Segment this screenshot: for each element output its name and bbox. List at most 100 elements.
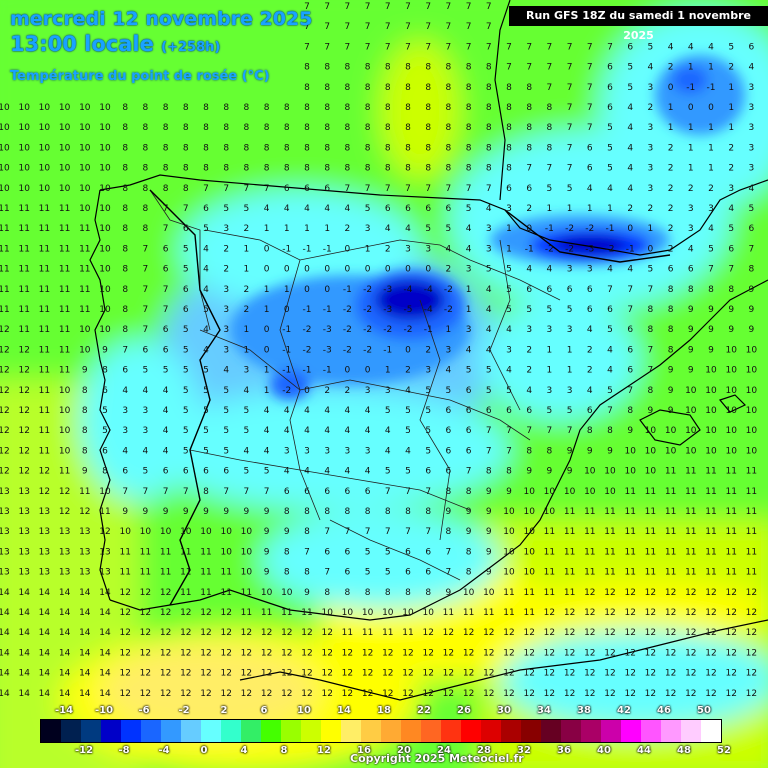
svg-text:13: 13 [59,568,70,578]
svg-text:4: 4 [506,325,512,335]
svg-text:8: 8 [324,123,330,133]
svg-text:12: 12 [443,689,454,699]
svg-text:4: 4 [627,103,633,113]
svg-text:10: 10 [0,143,10,153]
svg-text:10: 10 [544,507,556,517]
svg-text:0: 0 [385,265,391,275]
svg-text:12: 12 [301,648,312,658]
svg-text:7: 7 [446,568,452,578]
svg-text:7: 7 [486,42,492,52]
svg-text:4: 4 [324,426,330,436]
svg-text:10: 10 [99,224,111,234]
svg-text:4: 4 [506,366,512,376]
svg-text:0: 0 [264,345,270,355]
legend-label-bottom: 40 [597,745,611,756]
forecast-time-value: 13:00 locale [10,32,154,56]
svg-text:5: 5 [607,325,613,335]
svg-text:9: 9 [143,507,149,517]
svg-text:-2: -2 [343,305,352,315]
svg-text:7: 7 [405,184,411,194]
svg-text:10: 10 [503,507,515,517]
svg-text:4: 4 [405,386,411,396]
svg-text:2: 2 [526,204,532,214]
svg-text:11: 11 [220,588,231,598]
svg-text:12: 12 [18,386,29,396]
svg-text:7: 7 [466,42,472,52]
svg-text:4: 4 [385,224,391,234]
svg-text:5: 5 [203,446,209,456]
svg-text:0: 0 [304,285,310,295]
svg-text:11: 11 [0,305,10,315]
svg-text:12: 12 [725,689,736,699]
svg-text:2: 2 [708,184,714,194]
svg-text:4: 4 [365,406,371,416]
svg-text:5: 5 [223,406,229,416]
svg-text:5: 5 [405,406,411,416]
svg-text:11: 11 [59,265,70,275]
svg-text:9: 9 [506,487,512,497]
svg-text:5: 5 [466,366,472,376]
svg-text:-1: -1 [606,224,615,234]
svg-text:12: 12 [685,669,696,679]
svg-text:7: 7 [547,63,553,73]
svg-text:12: 12 [422,669,433,679]
svg-text:10: 10 [59,426,71,436]
svg-text:11: 11 [200,588,211,598]
svg-text:7: 7 [587,42,593,52]
legend-label-top: 6 [260,705,268,716]
svg-text:10: 10 [746,345,758,355]
svg-text:11: 11 [665,527,676,537]
svg-text:7: 7 [648,285,654,295]
svg-text:7: 7 [627,305,633,315]
legend-bar [40,719,722,743]
svg-text:7: 7 [163,305,169,315]
svg-text:13: 13 [18,487,29,497]
svg-text:10: 10 [382,608,394,618]
svg-text:8: 8 [486,123,492,133]
svg-text:12: 12 [382,669,393,679]
legend-swatch [341,720,361,742]
svg-text:9: 9 [264,527,270,537]
svg-text:10: 10 [59,406,71,416]
svg-text:6: 6 [203,467,209,477]
svg-text:1: 1 [284,285,290,295]
svg-text:1: 1 [547,366,553,376]
svg-text:3: 3 [708,204,714,214]
svg-text:6: 6 [607,83,613,93]
svg-text:7: 7 [365,2,371,12]
svg-text:8: 8 [183,164,189,174]
svg-text:12: 12 [483,648,494,658]
svg-text:7: 7 [526,63,532,73]
svg-text:-3: -3 [585,244,594,254]
svg-text:12: 12 [321,648,332,658]
svg-text:8: 8 [365,588,371,598]
svg-text:2: 2 [244,305,250,315]
value-grid: 7 7 7 7 7 7 7 7 7 7 7 7 7 7 7 7 7 7 7 7 7 7 7 7 7 7 7 7 7 7 7 7 7 7 7 7 6 5 4 4… [0,2,757,699]
svg-text:2: 2 [728,63,734,73]
svg-text:10: 10 [503,547,515,557]
svg-text:8: 8 [203,123,209,133]
svg-text:6: 6 [163,244,169,254]
svg-text:14: 14 [18,628,30,638]
svg-text:9: 9 [708,345,714,355]
svg-text:7: 7 [143,244,149,254]
svg-text:-2: -2 [565,224,574,234]
svg-text:8: 8 [405,63,411,73]
svg-text:2: 2 [587,366,593,376]
svg-text:12: 12 [0,467,10,477]
svg-text:2: 2 [688,184,694,194]
legend-label-top: -14 [54,705,74,716]
svg-text:12: 12 [746,689,757,699]
svg-text:7: 7 [425,184,431,194]
svg-text:14: 14 [99,628,111,638]
svg-text:14: 14 [0,648,10,658]
svg-text:7: 7 [567,123,573,133]
svg-text:-2: -2 [303,345,312,355]
svg-text:8: 8 [304,63,310,73]
svg-text:0: 0 [627,224,633,234]
legend-label-bottom: 28 [477,745,491,756]
svg-text:5: 5 [183,426,189,436]
svg-text:11: 11 [665,467,676,477]
svg-text:11: 11 [746,467,757,477]
svg-text:10: 10 [99,325,111,335]
